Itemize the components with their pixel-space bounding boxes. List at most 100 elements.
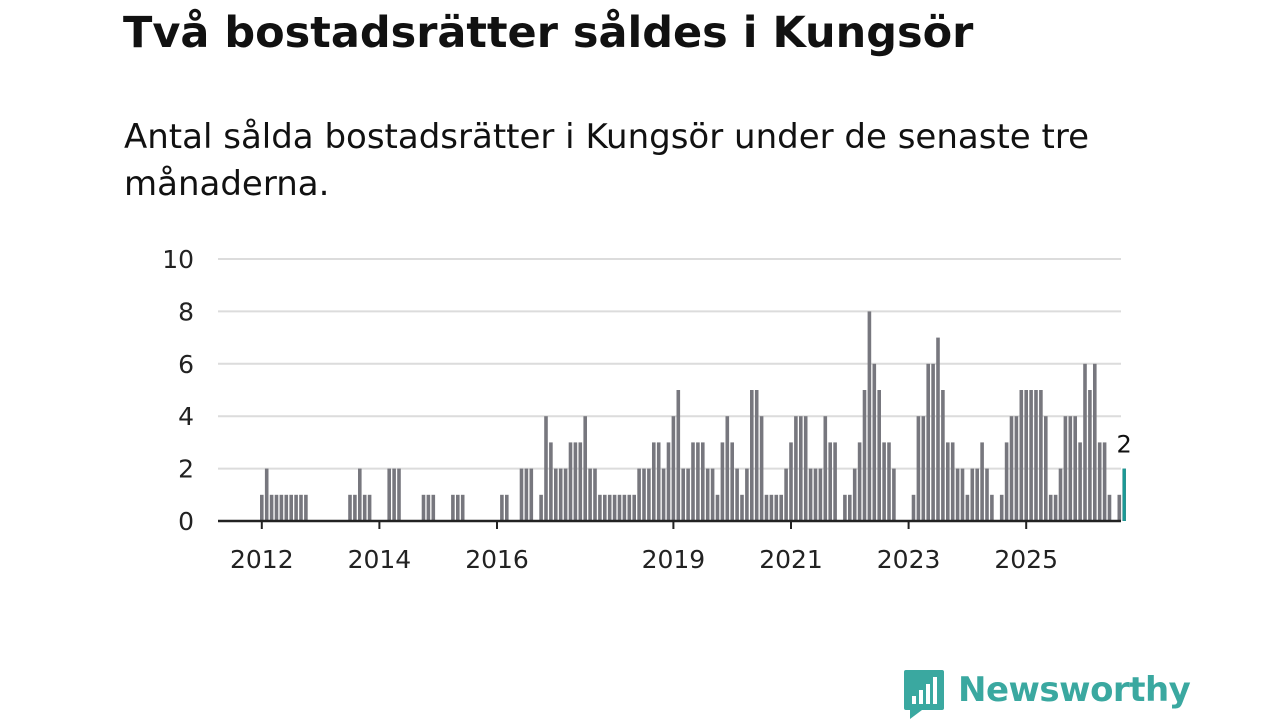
bar [304, 494, 308, 521]
bar [950, 442, 955, 521]
bar [637, 468, 641, 521]
bar [607, 494, 612, 521]
bar [1053, 494, 1058, 521]
highlight-data-label: 2 [1117, 431, 1132, 459]
bar [921, 416, 926, 521]
bar [1097, 442, 1102, 521]
bar [348, 494, 352, 521]
bar [750, 390, 754, 521]
bar [387, 468, 391, 521]
bar-chart: 0 2 4 6 8 10 2012 2014 2016 2019 2021 2023 2025 2 [162, 245, 1132, 574]
bar [500, 494, 504, 521]
y-tick-label: 4 [178, 402, 194, 431]
bar [1029, 390, 1033, 521]
bar [460, 494, 465, 521]
bar [568, 442, 573, 521]
bar [603, 494, 607, 521]
bar [676, 390, 681, 521]
bar [652, 442, 656, 521]
bar [857, 442, 862, 521]
bar [431, 494, 436, 521]
bar [970, 468, 975, 521]
bar [955, 468, 960, 521]
x-tick-label: 2023 [877, 545, 941, 574]
bar [794, 416, 798, 521]
bar [656, 442, 661, 521]
bar [642, 468, 646, 521]
bar [681, 468, 685, 521]
bar [735, 468, 739, 521]
bar [862, 390, 867, 521]
x-tick-label: 2019 [642, 545, 706, 574]
y-tick-label: 2 [178, 455, 194, 484]
bar [828, 442, 832, 521]
bar [661, 468, 666, 521]
bar [882, 442, 886, 521]
bar [985, 468, 989, 521]
bar [264, 468, 269, 521]
bar [965, 494, 970, 521]
bar [1044, 416, 1048, 521]
bar [1014, 416, 1019, 521]
bar [353, 494, 357, 521]
bar [539, 494, 543, 521]
x-axis-ticks: 2012 2014 2016 2019 2021 2023 2025 [230, 521, 1058, 574]
bar [686, 468, 690, 521]
bar [990, 494, 994, 521]
bar [279, 494, 284, 521]
bar [671, 416, 676, 521]
bar [745, 468, 749, 521]
bar [784, 468, 788, 521]
y-tick-label: 0 [178, 507, 194, 536]
bar [1093, 363, 1097, 521]
bar [583, 416, 587, 521]
bar [392, 468, 396, 521]
bar [696, 442, 700, 521]
brand-name: Newsworthy [958, 670, 1191, 710]
bar [701, 442, 705, 521]
bar [1034, 390, 1038, 521]
bar [1019, 390, 1024, 521]
bar [544, 416, 548, 521]
bar [358, 468, 362, 521]
bar [803, 416, 808, 521]
bar [769, 494, 774, 521]
bar [730, 442, 734, 521]
bar [715, 494, 720, 521]
bar [1117, 494, 1122, 521]
bar [911, 494, 916, 521]
bar [740, 494, 744, 521]
bar [892, 468, 896, 521]
bar [808, 468, 813, 521]
bar [813, 468, 818, 521]
x-tick-label: 2014 [348, 545, 412, 574]
bar [647, 468, 651, 521]
bar [578, 442, 583, 521]
bar [779, 494, 783, 521]
bar [524, 468, 529, 521]
bar [519, 468, 524, 521]
gridlines [218, 258, 1121, 470]
bar [936, 337, 940, 521]
x-tick-label: 2016 [465, 545, 529, 574]
bar [1009, 416, 1014, 521]
bar [563, 468, 568, 521]
bar [1058, 468, 1063, 521]
chart-subtitle: Antal sålda bostadsrätter i Kungsör unde… [124, 117, 1089, 204]
bar [1063, 416, 1068, 521]
bar [705, 468, 710, 521]
bar [1102, 442, 1107, 521]
bar [946, 442, 950, 521]
bar [764, 494, 769, 521]
bar [999, 494, 1004, 521]
bar [529, 468, 534, 521]
y-tick-label: 6 [178, 350, 194, 379]
bar [666, 442, 671, 521]
y-tick-label: 10 [162, 245, 194, 274]
bar [823, 416, 828, 521]
bar [289, 494, 293, 521]
bar [877, 390, 881, 521]
bar [872, 363, 877, 521]
bar [720, 442, 725, 521]
bar [1024, 390, 1028, 521]
